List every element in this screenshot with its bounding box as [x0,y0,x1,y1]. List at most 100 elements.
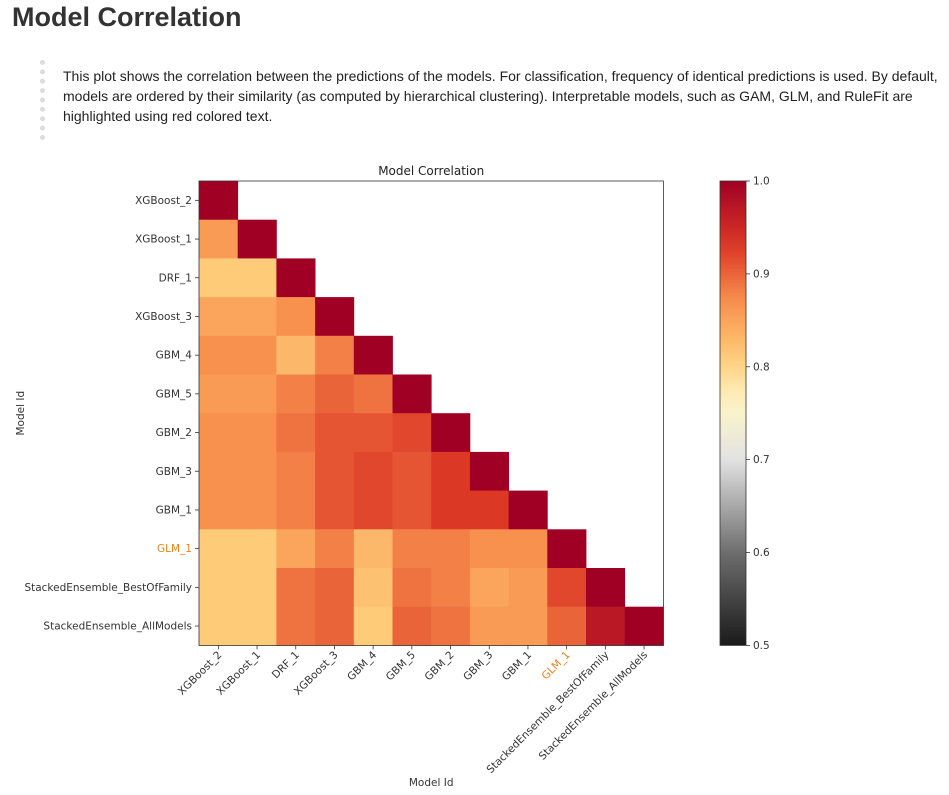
heatmap-cell [547,606,587,646]
heatmap-cell [237,606,277,646]
heatmap-cell [199,451,239,491]
heatmap-cell [392,606,432,646]
y-tick-label: XGBoost_1 [135,234,192,246]
x-tick-label: GBM_2 [422,649,456,683]
heatmap-cell [547,529,587,569]
colorbar [719,180,747,646]
heatmap-cell [469,490,509,530]
heatmap-cell [315,413,355,453]
colorbar-tick-label: 1.0 [753,176,770,188]
heatmap-cell [199,568,239,608]
y-tick-label: DRF_1 [159,272,192,284]
heatmap-cell [237,451,277,491]
heatmap-cell [547,568,587,608]
heatmap-cell [431,490,471,530]
heatmap-cell [624,606,664,646]
heatmap-cell [276,297,316,337]
x-tick-label: DRF_1 [270,649,302,681]
description-block: This plot shows the correlation between … [40,60,945,140]
heatmap-cell [392,451,432,491]
heatmap-cell [469,529,509,569]
description-text: This plot shows the correlation between … [63,68,938,124]
heatmap-cell [276,374,316,414]
y-tick-label: GBM_5 [156,388,192,400]
x-tick-label: GBM_4 [345,649,379,683]
heatmap-cell [315,568,355,608]
colorbar-tick-label: 0.8 [753,361,770,373]
heatmap-cell [508,529,548,569]
heatmap-cell [469,451,509,491]
heatmap-cell [431,568,471,608]
heatmap-cell [315,490,355,530]
heatmap-cell [199,258,239,298]
heatmap-cell [315,374,355,414]
y-tick-label: GLM_1 [157,543,192,555]
y-axis-title: Model Id [15,391,27,436]
heatmap-cell [431,413,471,453]
heatmap-cell [276,606,316,646]
heatmap-cell [431,451,471,491]
heatmap-cell [353,529,393,569]
heatmap-cell [276,529,316,569]
page-title: Model Correlation [12,2,242,32]
heatmap-cell [315,451,355,491]
heatmap-cell [353,335,393,375]
colorbar-ticks: 0.5 0.6 0.7 0.8 0.9 1.0 [746,176,770,652]
heatmap-cell [199,335,239,375]
heatmap-cell [237,529,277,569]
heatmap-cell [276,258,316,298]
heatmap-cell [392,374,432,414]
y-tick-label: StackedEnsemble_BestOfFamily [24,582,192,594]
x-tick-label: GBM_5 [384,649,418,683]
colorbar-tick-label: 0.7 [753,454,770,466]
x-tick-label: GLM_1 [540,649,573,682]
heatmap-cell [431,529,471,569]
correlation-heatmap: Model Correlation XGBoost_2 XGBoost_1 DRF_… [15,164,770,789]
heatmap-cell [276,413,316,453]
y-tick-label: StackedEnsemble_AllModels [43,621,192,633]
x-tick-label: GBM_3 [461,649,495,683]
heatmap-cell [392,490,432,530]
heatmap-cell [353,374,393,414]
heatmap-cell [508,568,548,608]
heatmap-cell [586,606,626,646]
heatmap-cell [199,529,239,569]
plot-frame [198,180,664,646]
heatmap-cell [431,606,471,646]
x-tick-label: GBM_1 [500,649,534,683]
heatmap-cell [586,568,626,608]
colorbar-tick-label: 0.5 [753,640,770,652]
heatmap-cell [237,413,277,453]
colorbar-tick-label: 0.6 [753,547,770,559]
heatmap-cell [315,335,355,375]
heatmap-cell [276,335,316,375]
heatmap-cell [508,606,548,646]
y-tick-label: GBM_4 [156,350,193,362]
heatmap-cell [237,374,277,414]
chart-title: Model Correlation [378,164,484,178]
heatmap-cell [237,490,277,530]
heatmap-cell [237,258,277,298]
heatmap-cell [199,606,239,646]
heatmap-cell [237,568,277,608]
heatmap-cell [276,568,316,608]
y-axis-ticks: XGBoost_2 XGBoost_1 DRF_1 XGBoost_3 GBM_4 GBM… [24,195,199,633]
y-tick-label: GBM_1 [156,504,192,516]
heatmap-cell [392,413,432,453]
heatmap-cell [199,297,239,337]
heatmap-cell [508,490,548,530]
x-axis-title: Model Id [409,777,454,789]
heatmap-cell [276,490,316,530]
heatmap-cell [392,568,432,608]
y-tick-label: XGBoost_2 [135,195,192,207]
colorbar-tick-label: 0.9 [753,268,770,280]
heatmap-cell [469,568,509,608]
heatmap-cell [392,529,432,569]
heatmap-cell [353,568,393,608]
y-tick-label: GBM_2 [156,427,192,439]
heatmap-cell [315,297,355,337]
heatmap-cell [199,413,239,453]
heatmap-cell [315,606,355,646]
heatmap-cell [276,451,316,491]
heatmap-cell [353,413,393,453]
